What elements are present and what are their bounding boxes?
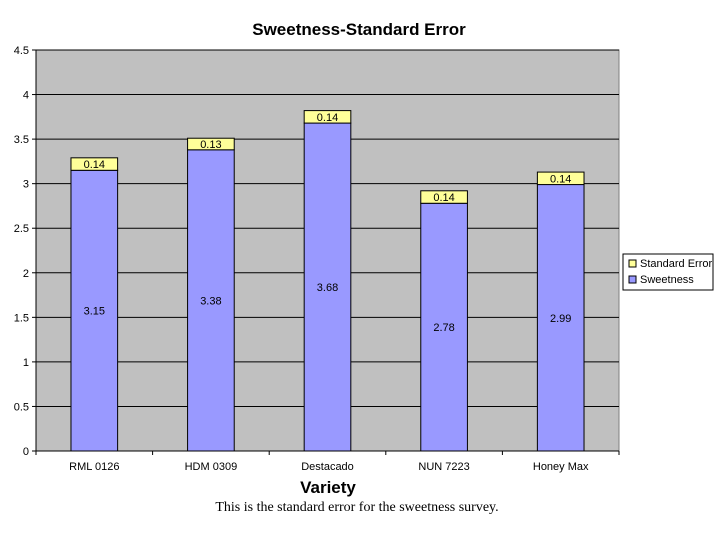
data-label-standard-error: 0.14 xyxy=(550,173,571,185)
legend-box xyxy=(622,253,714,291)
x-tick-label: Destacado xyxy=(301,461,354,473)
y-tick-label: 1 xyxy=(23,357,29,369)
y-tick-label: 4.5 xyxy=(14,45,29,57)
x-tick-label: HDM 0309 xyxy=(185,461,238,473)
x-axis-title: Variety xyxy=(300,478,356,497)
x-tick-label: RML 0126 xyxy=(69,461,119,473)
y-tick-label: 3 xyxy=(23,179,29,191)
bar-sweetness xyxy=(420,202,468,452)
legend-swatch xyxy=(628,259,637,268)
x-axis: RML 0126 HDM 0309 Destacado NUN 7223 Honey M… xyxy=(35,450,620,473)
data-label-sweetness: 3.38 xyxy=(200,295,221,307)
legend-swatch xyxy=(628,275,637,284)
bar-standard-error xyxy=(536,171,585,186)
bars: 3.15 0.14 3.38 0.13 3.68 0.14 2.78 0.14 2.99 0.14 xyxy=(70,110,585,452)
bar-sweetness xyxy=(303,122,352,452)
data-label-standard-error: 0.14 xyxy=(433,192,454,204)
bar-standard-error xyxy=(420,190,468,204)
data-label-standard-error: 0.14 xyxy=(317,112,338,124)
y-tick-label: 0 xyxy=(23,446,29,458)
data-label-standard-error: 0.14 xyxy=(84,159,105,171)
data-label-sweetness: 2.78 xyxy=(433,322,454,334)
legend-entry: Standard Error xyxy=(640,258,712,270)
bar-standard-error xyxy=(303,110,352,124)
bar-sweetness xyxy=(536,184,585,452)
y-tick-label: 2 xyxy=(23,268,29,280)
x-tick-label: Honey Max xyxy=(533,461,589,473)
data-label-sweetness: 2.99 xyxy=(550,313,571,325)
legend: Standard Error Sweetness xyxy=(622,253,714,291)
bar-sweetness xyxy=(70,169,119,452)
y-tick-label: 1.5 xyxy=(14,312,29,324)
y-tick-label: 0.5 xyxy=(14,401,29,413)
chart-title: Sweetness-Standard Error xyxy=(252,20,466,39)
x-tick-label: NUN 7223 xyxy=(418,461,469,473)
y-tick-label: 2.5 xyxy=(14,223,29,235)
y-tick-label: 3.5 xyxy=(14,134,29,146)
legend-entry: Sweetness xyxy=(640,274,694,286)
data-label-sweetness: 3.15 xyxy=(84,306,105,318)
data-label-standard-error: 0.13 xyxy=(200,139,221,151)
y-tick-label: 4 xyxy=(23,90,29,102)
figure-caption: This is the standard error for the sweet… xyxy=(215,500,499,515)
data-label-sweetness: 3.68 xyxy=(317,282,338,294)
bar-standard-error xyxy=(187,137,235,151)
y-axis: 0 0.5 1 1.5 2 2.5 3 3.5 4 4.5 xyxy=(14,45,37,458)
bar-standard-error xyxy=(70,157,119,171)
